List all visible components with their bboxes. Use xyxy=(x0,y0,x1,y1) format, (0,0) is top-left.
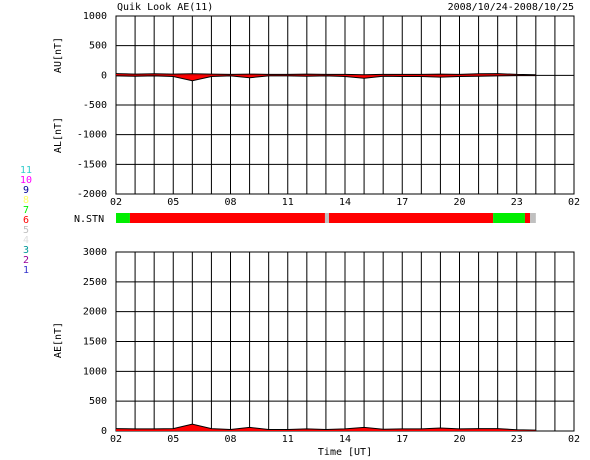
y-tick-label: -2000 xyxy=(77,189,107,200)
x-tick-label: 17 xyxy=(396,197,408,208)
date-range: 2008/10/24-2008/10/25 xyxy=(448,2,574,13)
x-tick-label: 14 xyxy=(339,197,351,208)
y-tick-label: 2500 xyxy=(83,277,107,288)
legend-entry: 5 xyxy=(23,225,29,236)
y-tick-label: 1000 xyxy=(83,11,107,22)
x-tick-label: 20 xyxy=(453,197,465,208)
plot-frame xyxy=(115,15,575,195)
y-tick-label: -1500 xyxy=(77,159,107,170)
y-tick-label: -1000 xyxy=(77,130,107,141)
x-tick-label: 23 xyxy=(511,434,523,445)
station-label: N.STN xyxy=(74,214,104,225)
station-segment xyxy=(524,213,531,223)
station-segment xyxy=(116,213,130,223)
x-tick-label: 17 xyxy=(396,434,408,445)
x-tick-label: 11 xyxy=(282,434,294,445)
line xyxy=(115,73,536,76)
y-tick-label: 1000 xyxy=(83,366,107,377)
x-axis-label: Time [UT] xyxy=(318,447,372,458)
legend-entry: 11 xyxy=(20,165,32,176)
y-axis-label: AU[nT] xyxy=(53,37,64,73)
y-tick-label: 3000 xyxy=(83,247,107,258)
x-tick-label: 20 xyxy=(453,434,465,445)
y-tick-label: 500 xyxy=(89,41,107,52)
station-segment xyxy=(493,213,525,223)
y-tick-label: 0 xyxy=(101,426,107,437)
legend-entry: 3 xyxy=(23,245,29,256)
legend-entry: 7 xyxy=(23,205,29,216)
x-tick-label: 02 xyxy=(110,434,122,445)
legend-entry: 9 xyxy=(23,185,29,196)
x-tick-label: 11 xyxy=(282,197,294,208)
station-segment xyxy=(129,213,325,223)
chart-title: Quik Look AE(11) xyxy=(117,2,213,13)
legend-entry: 10 xyxy=(20,175,32,186)
x-tick-label: 23 xyxy=(511,197,523,208)
y-axis-label: AL[nT] xyxy=(53,117,64,153)
x-tick-label: 08 xyxy=(224,434,236,445)
y-tick-label: -500 xyxy=(83,100,107,111)
station-segment xyxy=(328,213,494,223)
y-tick-label: 0 xyxy=(101,70,107,81)
station-segment xyxy=(324,213,329,223)
x-tick-label: 05 xyxy=(167,434,179,445)
x-tick-label: 05 xyxy=(167,197,179,208)
y-axis-label: AE[nT] xyxy=(53,322,64,358)
line xyxy=(115,75,536,82)
station-segment xyxy=(530,213,536,223)
legend-entry: 4 xyxy=(23,235,29,246)
x-tick-label: 02 xyxy=(568,197,580,208)
y-tick-label: 2000 xyxy=(83,307,107,318)
x-tick-label: 02 xyxy=(568,434,580,445)
legend-entry: 8 xyxy=(23,195,29,206)
x-tick-label: 08 xyxy=(224,197,236,208)
y-tick-label: 1500 xyxy=(83,337,107,348)
legend-entry: 2 xyxy=(23,255,29,266)
legend-entry: 1 xyxy=(23,265,29,276)
x-tick-label: 14 xyxy=(339,434,351,445)
y-tick-label: 500 xyxy=(89,396,107,407)
x-tick-label: 02 xyxy=(110,197,122,208)
line xyxy=(115,423,536,431)
legend-entry: 6 xyxy=(23,215,29,226)
